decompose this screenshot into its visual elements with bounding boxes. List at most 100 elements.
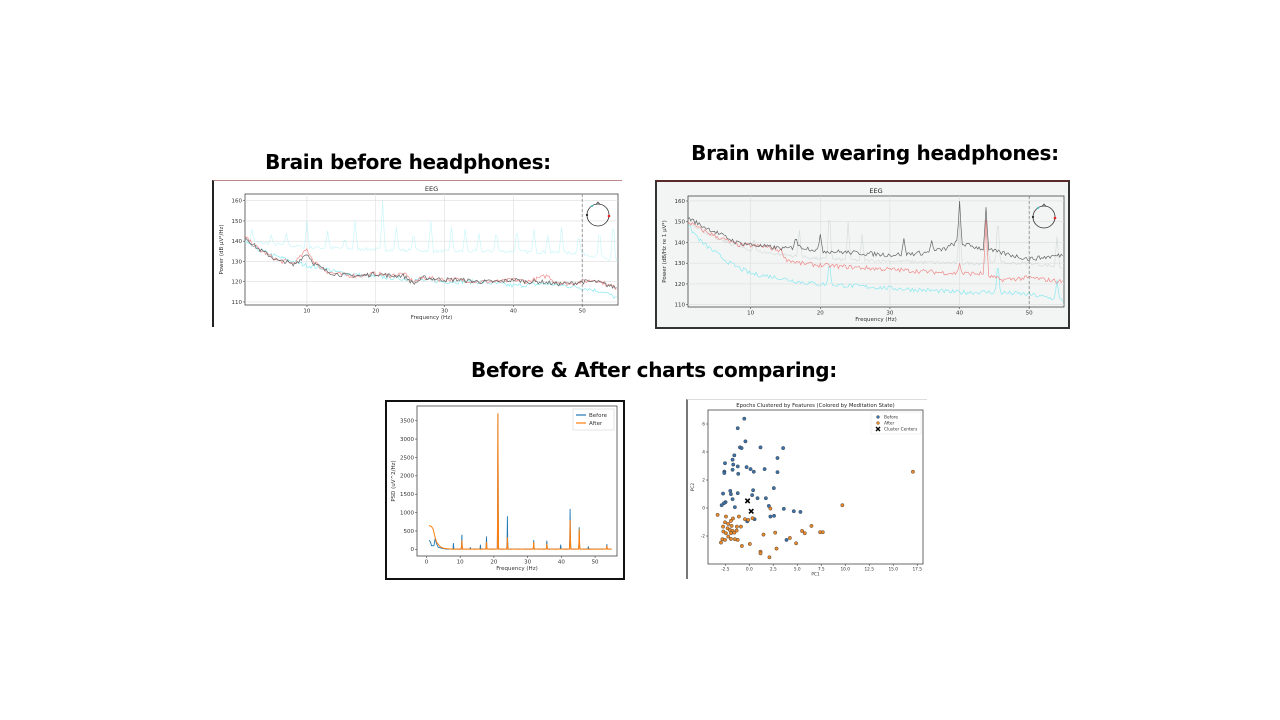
cluster-scatter-chart: -2.5 0.0 2.5 5.0 7.5 10.0 12.5 15.0 17.5 -2 0 2 4 6 Ep… (686, 399, 927, 579)
y-tick-label: 2500 (400, 455, 414, 461)
scatter-point-after (726, 534, 731, 539)
legend-label: Before (589, 413, 608, 419)
scatter-point-before (781, 446, 786, 450)
legend-marker (876, 421, 880, 425)
psd-compare-svg: 0 10 20 30 40 500500100015002000250030003500F… (391, 405, 618, 572)
scatter-point-after (767, 555, 772, 560)
legend-marker (875, 426, 881, 432)
scatter-point-before (729, 492, 733, 497)
legend-box (870, 411, 922, 435)
y-tick-label: 500 (404, 529, 415, 535)
eeg-series-line (245, 200, 617, 261)
scatter-point-after (739, 524, 743, 529)
scatter-point-before (731, 462, 736, 467)
y-axis-label: PC2 (690, 483, 696, 492)
sensor-dot (1031, 215, 1035, 219)
cluster-center-marker (744, 498, 751, 504)
scatter-point-before (728, 489, 733, 493)
scatter-point-after (820, 530, 825, 535)
y-tick-label: 0 (702, 505, 705, 511)
plot-frame (416, 405, 618, 557)
scatter-point-after (729, 524, 734, 528)
scatter-point-after (809, 524, 814, 528)
scatter-point-after (737, 514, 741, 519)
title-during: Brain while wearing headphones: (691, 141, 1059, 165)
scatter-point-before (772, 513, 776, 518)
scatter-point-before (758, 445, 763, 450)
scatter-point-before (736, 471, 741, 476)
x-tick-label: 50 (1026, 311, 1033, 317)
scatter-point-before (732, 453, 737, 458)
scatter-point-before (722, 471, 727, 475)
scatter-point-after (724, 531, 728, 536)
y-tick-label: 3000 (400, 437, 414, 443)
scatter-point-after (743, 517, 747, 522)
x-axis-label: PC1 (811, 572, 820, 578)
x-tick-label: 10 (747, 311, 754, 317)
sensor-dot (585, 213, 589, 217)
x-tick-label: 10.0 (840, 566, 850, 572)
x-tick-label: 20 (372, 309, 379, 315)
x-axis-label: Frequency (Hz) (496, 566, 537, 572)
scatter-point-after (724, 514, 728, 519)
x-tick-label: 40 (956, 311, 963, 317)
scatter-point-before (719, 503, 724, 508)
y-tick-label: 4 (702, 449, 705, 455)
sensor-dot (1037, 207, 1039, 209)
psd-compare-chart: 0 10 20 30 40 50 0 500 1000 1500 2000 2500 3000 3500 F… (385, 400, 625, 580)
scatter-point-before (730, 497, 735, 502)
x-tick-label: 50 (592, 560, 599, 566)
scatter-point-after (723, 520, 727, 525)
scatter-point-after (746, 518, 751, 522)
scatter-point-before (730, 467, 735, 472)
x-tick-label: 2.5 (770, 566, 777, 572)
legend: Before After (572, 408, 615, 431)
scatter-point-before (751, 488, 756, 493)
y-axis-label: Power (dB µV²/Hz) (218, 224, 225, 274)
scatter-point-before (791, 509, 796, 514)
scatter-point-before (755, 496, 760, 501)
y-tick-label: 110 (675, 303, 686, 309)
scatter-point-after (735, 538, 740, 542)
scatter-point-after (768, 506, 773, 511)
legend-box (572, 408, 615, 431)
scatter-point-before (735, 464, 740, 469)
y-tick-label: 2000 (400, 474, 414, 480)
scatter-point-after (726, 522, 731, 526)
chart-title: EEG (425, 185, 438, 193)
x-tick-label: 40 (558, 560, 565, 566)
y-tick-label: 140 (675, 240, 686, 246)
scatter-point-before (743, 439, 748, 444)
scatter-point-after (758, 551, 763, 556)
head-inset (1031, 203, 1057, 229)
plot-frame (244, 193, 619, 306)
scatter-point-after (787, 536, 792, 540)
x-tick-label: -2.5 (721, 566, 730, 572)
scatter-point-after (761, 532, 766, 537)
y-axis-label: Power (dB/Hz re 1 µV²) (661, 220, 668, 283)
x-axis-label: Frequency (Hz) (855, 317, 896, 323)
chart-title: Epochs Clustered by Features (Colored by… (736, 403, 894, 409)
eeg-series-line (688, 224, 1063, 302)
x-tick-label: 50 (579, 309, 586, 315)
title-before: Brain before headphones: (265, 150, 551, 174)
scatter-point-after (773, 530, 778, 535)
scatter-point-before (784, 538, 789, 542)
scatter-point-after (731, 516, 735, 521)
x-tick-label: 20 (490, 560, 497, 566)
y-tick-label: 6 (702, 421, 705, 427)
x-tick-label: 17.5 (912, 566, 922, 572)
scatter-point-before (748, 467, 753, 471)
eeg-during-svg: 10 20 30 40 50 110 120 130 140 150 160 EEG Frequency… (661, 187, 1065, 323)
y-tick-label: 120 (675, 282, 686, 288)
scatter-point-after (719, 540, 723, 545)
x-tick-label: 30 (524, 560, 531, 566)
x-tick-label: 40 (510, 309, 517, 315)
sensor-dot (1053, 216, 1057, 220)
x-tick-label: 30 (886, 311, 893, 317)
y-tick-label: 150 (675, 220, 686, 226)
scatter-point-after (750, 516, 755, 521)
y-axis-label: PSD (uV^2/Hz) (391, 460, 397, 501)
scatter-point-before (751, 469, 756, 474)
